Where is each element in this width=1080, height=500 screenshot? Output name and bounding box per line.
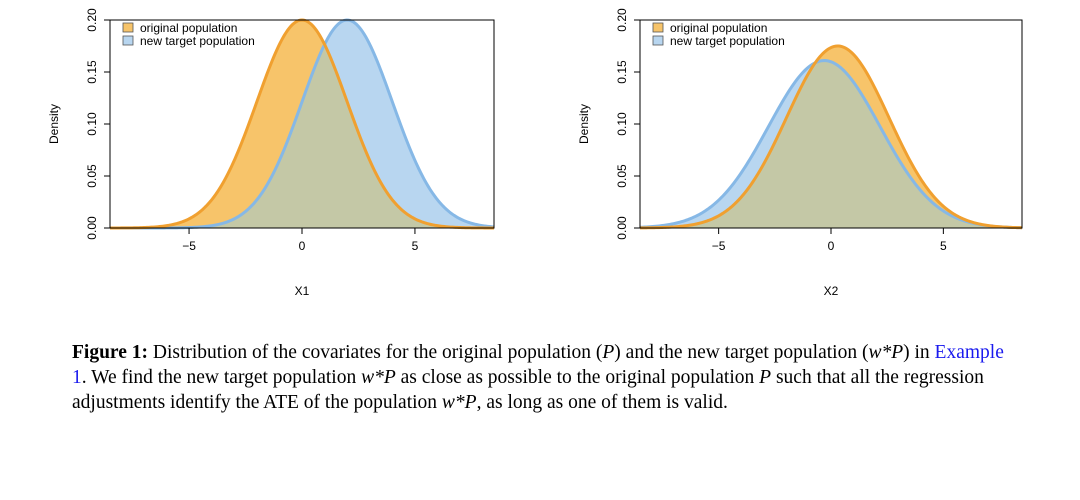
x-tick-label: 0 [828, 239, 835, 253]
legend-label-2: new target population [670, 34, 785, 48]
x-axis-label: X1 [295, 284, 310, 298]
figure-caption: Figure 1: Distribution of the covariates… [72, 340, 1012, 415]
caption-text: ) and the new target population ( [614, 342, 869, 363]
x-tick-label: 5 [940, 239, 947, 253]
caption-label: Figure 1: [72, 342, 149, 363]
caption-text: such that all the regression adjustments… [72, 367, 984, 413]
density-chart-x1: −5 0 5 0.00 0.05 0.10 0.15 0.20 X1 Density origina… [47, 8, 495, 298]
caption-text: . We find the new target population [81, 367, 362, 388]
overlap-area [640, 60, 1022, 229]
y-tick-label: 0.15 [85, 60, 99, 84]
figure-panel-x2: −5 0 5 0.00 0.05 0.10 0.15 0.20 X2 Density origina… [540, 0, 1080, 310]
x-tick-label: 0 [299, 239, 306, 253]
caption-math: w*P [441, 392, 477, 413]
overlap-area [110, 44, 494, 228]
y-tick-label: 0.15 [615, 60, 629, 84]
legend-swatch-2 [122, 35, 134, 46]
y-tick-label: 0.00 [85, 216, 99, 240]
y-tick-label: 0.05 [85, 164, 99, 188]
caption-text: , as long as one of them is valid. [476, 392, 728, 413]
density-line-series-1 [639, 44, 1023, 230]
legend-label-1: original population [140, 21, 237, 35]
legend-label-1: original population [670, 21, 767, 35]
legend-label-2: new target population [140, 34, 255, 48]
caption-text: Distribution of the covariates for the o… [148, 342, 603, 363]
caption-math: P [759, 367, 772, 388]
x-tick-label: −5 [182, 239, 196, 253]
y-tick-label: 0.20 [615, 8, 629, 32]
legend-swatch-1 [122, 22, 134, 33]
legend-swatch-1 [652, 22, 664, 33]
caption-math: P [602, 342, 615, 363]
example-1-link[interactable]: Example 1 [72, 342, 1004, 388]
caption-math: w*P [868, 342, 904, 363]
x-tick-label: −5 [712, 239, 726, 253]
y-tick-label: 0.20 [85, 8, 99, 32]
density-chart-x2: −5 0 5 0.00 0.05 0.10 0.15 0.20 X2 Density origina… [577, 8, 1023, 298]
density-line-series-2 [639, 59, 1023, 230]
y-axis-label: Density [577, 104, 591, 144]
y-tick-label: 0.05 [615, 164, 629, 188]
y-axis-label: Density [47, 104, 61, 144]
caption-text: as close as possible to the original pop… [395, 367, 760, 388]
caption-math: w*P [361, 367, 396, 388]
x-axis-label: X2 [824, 284, 839, 298]
legend-swatch-2 [652, 35, 664, 46]
y-tick-label: 0.00 [615, 216, 629, 240]
caption-text: ) in [903, 342, 935, 363]
y-tick-label: 0.10 [85, 112, 99, 136]
figure-panel-x1: −5 0 5 0.00 0.05 0.10 0.15 0.20 X1 Density origina… [0, 0, 540, 310]
y-tick-label: 0.10 [615, 112, 629, 136]
x-tick-label: 5 [412, 239, 419, 253]
